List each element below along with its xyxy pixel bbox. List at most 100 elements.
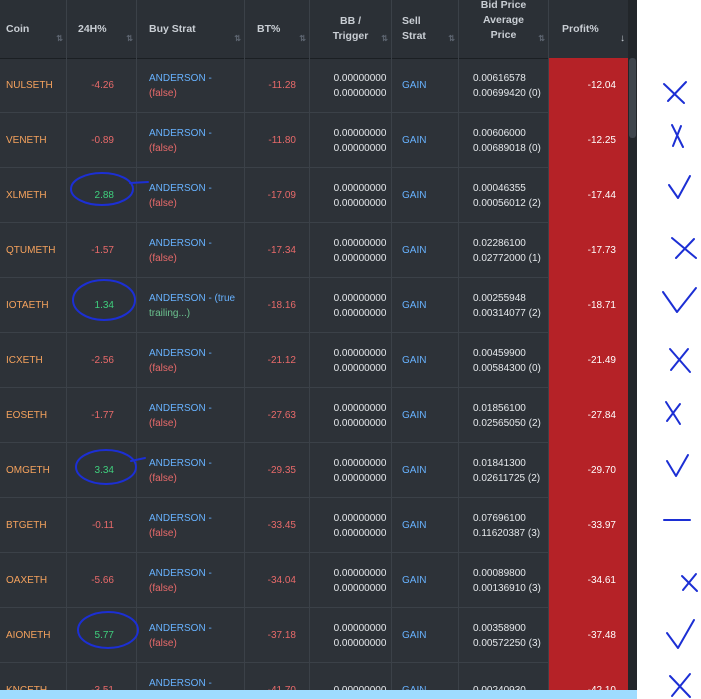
bt-percent: -21.12	[267, 355, 296, 366]
sort-icon: ⇅	[299, 34, 306, 43]
bb-trigger: 0.00000000 0.00000000	[310, 388, 410, 443]
bb-trigger: 0.00000000 0.00000000	[310, 113, 410, 168]
col-header-coin[interactable]: Coin ⇅	[6, 0, 66, 58]
trigger-value: 0.00000000	[333, 307, 387, 319]
bid-price: 0.00089800	[473, 567, 526, 579]
average-price: 0.00572250 (3)	[473, 637, 541, 649]
profit-percent: -21.49	[549, 333, 628, 388]
bb-value: 0.00000000	[333, 567, 387, 579]
column-divider	[66, 0, 67, 699]
bid-price: 0.02286100	[473, 237, 526, 249]
col-header-bid-label-3: Price	[490, 29, 517, 41]
bt-percent: -18.16	[267, 300, 296, 311]
col-header-bid-price[interactable]: Bid Price Average Price ⇅	[459, 0, 548, 58]
table-header: Coin ⇅ 24H% ⇅ Buy Strat ⇅ BT% ⇅ BB / Tri…	[0, 0, 637, 59]
buy-strategy-name: ANDERSON -	[149, 237, 212, 249]
average-price: 0.00056012 (2)	[473, 197, 541, 209]
bb-trigger: 0.00000000 0.00000000	[310, 278, 410, 333]
bid-average-price: 0.01856100 0.02565050 (2)	[473, 388, 553, 443]
buy-strategy-name: ANDERSON - (true	[149, 292, 236, 304]
table-row[interactable]: XLMETH 2.88 ANDERSON - (false) -17.09 0.00000…	[0, 168, 637, 223]
trigger-value: 0.00000000	[333, 142, 387, 154]
profit-percent: -37.48	[549, 608, 628, 663]
buy-strategy: ANDERSON - (false)	[149, 388, 264, 443]
col-header-profit[interactable]: Profit% ↓	[549, 0, 628, 58]
col-header-bt[interactable]: BT% ⇅	[245, 0, 309, 58]
buy-strategy-state: trailing...)	[149, 307, 191, 319]
table-row[interactable]: OAXETH -5.66 ANDERSON - (false) -34.04 0.0000…	[0, 553, 637, 608]
buy-strategy: ANDERSON - (false)	[149, 553, 264, 608]
bb-trigger: 0.00000000 0.00000000	[310, 443, 410, 498]
sell-strategy: GAIN	[402, 135, 427, 146]
coin-symbol: NULSETH	[6, 80, 53, 91]
buy-strategy-state: (false)	[149, 252, 177, 264]
profit-percent: -27.84	[549, 388, 628, 443]
profit-percent: -17.73	[549, 223, 628, 278]
coin-symbol: OAXETH	[6, 575, 48, 586]
buy-strategy-state: (false)	[149, 637, 177, 649]
trigger-value: 0.00000000	[333, 197, 387, 209]
cross-mark-10	[681, 573, 698, 592]
buy-strategy-name: ANDERSON -	[149, 512, 212, 524]
table-row[interactable]: ICXETH -2.56 ANDERSON - (false) -21.12 0.0000…	[0, 333, 637, 388]
cross-mark-2	[671, 124, 684, 148]
buy-strategy: ANDERSON - (false)	[149, 113, 264, 168]
table-row[interactable]: IOTAETH 1.34 ANDERSON - (true trailing...) -…	[0, 278, 637, 333]
bt-percent: -17.34	[267, 245, 296, 256]
sell-strategy: GAIN	[402, 465, 427, 476]
table-row[interactable]: QTUMETH -1.57 ANDERSON - (false) -17.34 0.000…	[0, 223, 637, 278]
cross-mark-4	[671, 237, 697, 259]
table-row[interactable]: EOSETH -1.77 ANDERSON - (false) -27.63 0.0000…	[0, 388, 637, 443]
bid-price: 0.00255948	[473, 292, 526, 304]
col-header-buy-strat-label: Buy Strat	[149, 22, 196, 35]
table-scrollbar[interactable]	[628, 0, 637, 699]
change-24h: -2.56	[91, 355, 114, 366]
check-mark-11	[666, 619, 695, 649]
change-24h: -4.26	[91, 80, 114, 91]
bb-value: 0.00000000	[333, 182, 387, 194]
col-header-bid-label-1: Bid Price	[480, 0, 527, 11]
table-row[interactable]: AIONETH 5.77 ANDERSON - (false) -37.18 0.0000…	[0, 608, 637, 663]
table-row[interactable]: NULSETH -4.26 ANDERSON - (false) -11.28 0.000…	[0, 58, 637, 113]
table-row[interactable]: VENETH -0.89 ANDERSON - (false) -11.80 0.0000…	[0, 113, 637, 168]
buy-strategy-state: (false)	[149, 472, 177, 484]
cross-mark-1	[663, 81, 687, 104]
sell-strategy: GAIN	[402, 245, 427, 256]
trigger-value: 0.00000000	[333, 472, 387, 484]
average-price: 0.02772000 (1)	[473, 252, 541, 264]
change-24h: 3.34	[94, 465, 114, 476]
change-24h: -1.57	[91, 245, 114, 256]
bid-price: 0.00358900	[473, 622, 526, 634]
taskbar-strip	[0, 690, 637, 699]
bb-value: 0.00000000	[333, 237, 387, 249]
col-header-sell-label-1: Sell	[402, 15, 421, 27]
buy-strategy: ANDERSON - (false)	[149, 498, 264, 553]
average-price: 0.00314077 (2)	[473, 307, 541, 319]
bb-value: 0.00000000	[333, 127, 387, 139]
col-header-sell-strat[interactable]: Sell Strat ⇅	[392, 0, 458, 58]
buy-strategy-name: ANDERSON -	[149, 127, 212, 139]
sort-icon: ⇅	[56, 34, 63, 43]
bb-value: 0.00000000	[333, 457, 387, 469]
profit-percent: -17.44	[549, 168, 628, 223]
table-row[interactable]: OMGETH 3.34 ANDERSON - (false) -29.35 0.00000…	[0, 443, 637, 498]
sell-strategy: GAIN	[402, 410, 427, 421]
bid-price: 0.00459900	[473, 347, 526, 359]
sell-strategy: GAIN	[402, 190, 427, 201]
bb-value: 0.00000000	[333, 347, 387, 359]
col-header-bb-trigger[interactable]: BB / Trigger ⇅	[310, 0, 391, 58]
average-price: 0.11620387 (3)	[473, 527, 541, 539]
coin-symbol: AIONETH	[6, 630, 51, 641]
change-24h: 5.77	[94, 630, 114, 641]
col-header-buy-strat[interactable]: Buy Strat ⇅	[137, 0, 244, 58]
bb-value: 0.00000000	[333, 72, 387, 84]
col-header-24h[interactable]: 24H% ⇅	[66, 0, 136, 58]
table-row[interactable]: BTGETH -0.11 ANDERSON - (false) -33.45 0.0000…	[0, 498, 637, 553]
col-header-profit-label: Profit%	[562, 22, 599, 35]
trigger-value: 0.00000000	[333, 87, 387, 99]
check-mark-8	[666, 454, 689, 477]
profit-percent: -12.25	[549, 113, 628, 168]
column-divider	[548, 0, 549, 699]
buy-strategy-state: (false)	[149, 87, 177, 99]
scrollbar-thumb[interactable]	[629, 58, 636, 138]
